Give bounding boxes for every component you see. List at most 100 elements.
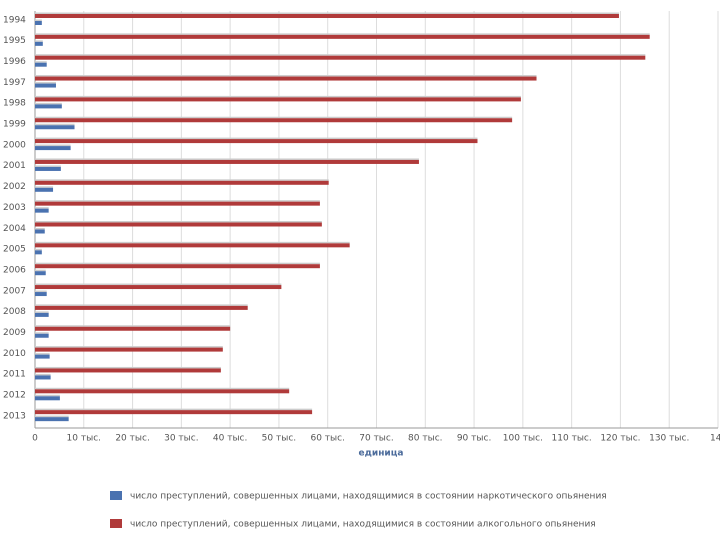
y-tick-label: 1994: [3, 15, 26, 25]
bar-shadow: [35, 373, 51, 376]
x-tick-label: 40 тыс.: [213, 434, 247, 444]
y-tick-label: 1997: [3, 78, 26, 88]
x-tick-label: 110 тыс.: [552, 434, 592, 444]
bar: [35, 326, 231, 331]
bar-shadow: [35, 137, 478, 140]
bar-shadow: [35, 61, 47, 63]
x-tick-label: 10 тыс.: [67, 434, 101, 444]
y-tick-label: 1999: [3, 120, 26, 130]
bar-shadow: [35, 19, 42, 21]
bar: [35, 264, 320, 269]
bar-shadow: [35, 387, 290, 390]
bar-shadow: [35, 186, 54, 188]
y-tick-label: 2006: [3, 265, 26, 275]
y-tick-label: 2010: [3, 349, 26, 359]
bar: [35, 222, 322, 227]
bar: [35, 347, 223, 352]
bar: [35, 417, 69, 422]
bar-shadow: [35, 123, 75, 126]
bar-shadow: [35, 269, 46, 272]
bar-shadow: [35, 54, 646, 56]
bar-shadow: [35, 40, 43, 42]
bar: [35, 285, 282, 290]
bar-shadow: [35, 248, 42, 251]
bar-shadow: [35, 415, 69, 418]
y-tick-label: 2000: [3, 140, 26, 150]
bar: [35, 166, 61, 171]
x-tick-label: 0: [32, 434, 38, 444]
x-tick-label: 80 тыс.: [408, 434, 442, 444]
y-tick-label: 1996: [3, 57, 26, 67]
x-tick-label: 100 тыс.: [503, 434, 543, 444]
x-tick-label: 20 тыс.: [115, 434, 149, 444]
x-axis-label: единица: [359, 449, 404, 459]
x-tick-label: 120 тыс.: [600, 434, 640, 444]
bar-shadow: [35, 158, 419, 160]
bar-shadow: [35, 408, 313, 411]
bar-shadow: [35, 353, 50, 355]
bar: [35, 375, 51, 380]
bar: [35, 389, 290, 394]
x-tick-label: 14: [710, 434, 720, 444]
bar: [35, 34, 650, 39]
bar: [35, 14, 619, 18]
y-tick-label: 2005: [3, 245, 26, 255]
bar-shadow: [35, 144, 71, 147]
bar-shadow: [35, 179, 329, 181]
bar: [35, 187, 54, 192]
x-tick-label: 90 тыс.: [457, 434, 491, 444]
bar: [35, 21, 42, 25]
x-tick-label: 50 тыс.: [262, 434, 296, 444]
bar: [35, 62, 47, 67]
y-tick-label: 1998: [3, 99, 26, 109]
bar: [35, 146, 71, 151]
bar-shadow: [35, 33, 650, 35]
bar: [35, 243, 350, 248]
bar: [35, 368, 221, 373]
bar: [35, 41, 43, 46]
bar: [35, 125, 75, 130]
x-tick-label: 30 тыс.: [164, 434, 198, 444]
bar-shadow: [35, 366, 221, 369]
bar-shadow: [35, 95, 521, 98]
y-tick-label: 2012: [3, 391, 26, 401]
bar-shadow: [35, 394, 60, 397]
legend-swatch: [110, 519, 122, 528]
bar-shadow: [35, 228, 45, 230]
legend-label: число преступлений, совершенных лицами, …: [130, 492, 607, 502]
bar-shadow: [35, 221, 322, 223]
bar-shadow: [35, 165, 61, 167]
legend-swatch: [110, 491, 122, 500]
legend-label: число преступлений, совершенных лицами, …: [130, 520, 596, 530]
bar-shadow: [35, 304, 248, 306]
y-tick-label: 2002: [3, 182, 26, 192]
bar: [35, 271, 46, 276]
x-tick-label: 70 тыс.: [359, 434, 393, 444]
bar-shadow: [35, 207, 49, 209]
bar: [35, 76, 537, 81]
y-tick-label: 2004: [3, 224, 26, 234]
bar: [35, 396, 60, 401]
y-tick-label: 2011: [3, 370, 26, 380]
bar-shadow: [35, 332, 49, 334]
bar-shadow: [35, 12, 619, 14]
bar-shadow: [35, 82, 56, 84]
y-tick-label: 2009: [3, 328, 26, 338]
y-tick-label: 2001: [3, 161, 26, 171]
bar-shadow: [35, 116, 513, 119]
y-tick-label: 2013: [3, 411, 26, 421]
bar: [35, 180, 329, 185]
bar: [35, 250, 42, 255]
bar: [35, 354, 50, 359]
bar: [35, 118, 513, 123]
bar-shadow: [35, 311, 49, 313]
bar-shadow: [35, 346, 223, 348]
y-tick-label: 2003: [3, 203, 26, 213]
x-tick-label: 130 тыс.: [649, 434, 689, 444]
bar-shadow: [35, 75, 537, 77]
bar-shadow: [35, 262, 320, 265]
bar: [35, 312, 49, 317]
bar-shadow: [35, 102, 62, 105]
bar: [35, 333, 49, 338]
